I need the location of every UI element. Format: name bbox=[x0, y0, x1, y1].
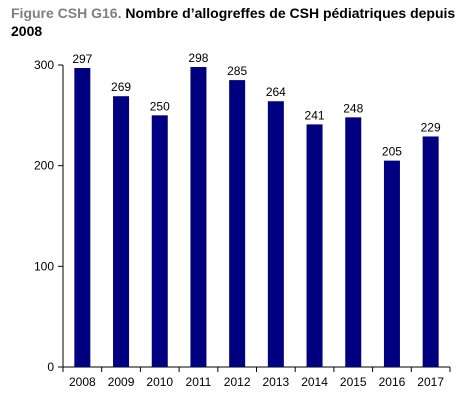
bar-2015 bbox=[345, 117, 362, 367]
chart-bars bbox=[74, 67, 439, 368]
data-label-2012: 285 bbox=[227, 64, 247, 78]
x-tick-label-2013: 2013 bbox=[262, 375, 289, 389]
bar-2009 bbox=[113, 96, 130, 367]
data-label-2015: 248 bbox=[343, 101, 363, 115]
bar-2010 bbox=[151, 115, 168, 367]
chart-title-prefix: Figure CSH G16. bbox=[11, 5, 122, 21]
x-tick-label-2011: 2011 bbox=[186, 375, 212, 389]
x-tick-label-2009: 2009 bbox=[108, 375, 135, 389]
bar-2012 bbox=[229, 80, 246, 367]
bar-2008 bbox=[74, 68, 91, 368]
chart-labels: 297 2008 269 2009 250 2010 298 2011 285 2012 264 20… bbox=[69, 51, 444, 389]
bar-2014 bbox=[306, 124, 323, 367]
y-tick-label: 300 bbox=[34, 58, 54, 72]
chart-title: Figure CSH G16. Nombre d’allogreffes de … bbox=[11, 4, 456, 40]
data-label-2009: 269 bbox=[111, 80, 131, 94]
bar-2011 bbox=[190, 67, 207, 367]
bar-2013 bbox=[267, 101, 284, 368]
data-label-2008: 297 bbox=[72, 52, 92, 66]
data-label-2016: 205 bbox=[382, 145, 402, 159]
x-tick-label-2012: 2012 bbox=[224, 375, 251, 389]
y-tick-label: 100 bbox=[34, 259, 54, 273]
x-tick-label-2008: 2008 bbox=[69, 375, 96, 389]
data-label-2010: 250 bbox=[150, 99, 170, 113]
bar-2016 bbox=[383, 160, 400, 367]
x-tick-label-2017: 2017 bbox=[417, 375, 444, 389]
data-label-2014: 241 bbox=[305, 108, 325, 122]
x-tick-label-2014: 2014 bbox=[301, 375, 328, 389]
y-tick-label: 0 bbox=[47, 360, 54, 374]
x-tick-label-2016: 2016 bbox=[379, 375, 406, 389]
chart-title-text: Nombre d’allogreffes de CSH pédiatriques… bbox=[11, 5, 456, 39]
bar-2017 bbox=[422, 136, 439, 367]
data-label-2011: 298 bbox=[188, 51, 208, 65]
y-tick-label: 200 bbox=[34, 159, 54, 173]
x-tick-label-2015: 2015 bbox=[340, 375, 367, 389]
x-tick-label-2010: 2010 bbox=[146, 375, 173, 389]
data-label-2013: 264 bbox=[266, 85, 286, 99]
data-label-2017: 229 bbox=[421, 120, 441, 134]
